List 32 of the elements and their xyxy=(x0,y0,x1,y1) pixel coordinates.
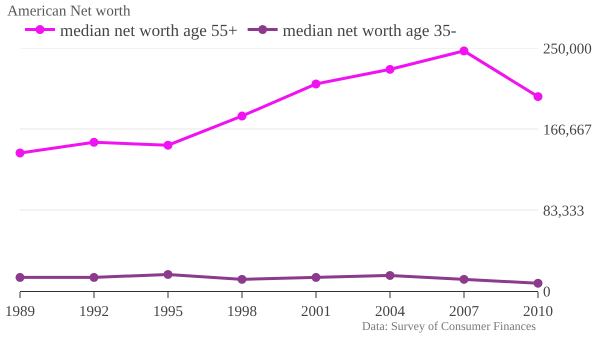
point xyxy=(312,272,320,282)
point xyxy=(164,270,172,279)
y-tick-label: 83,333 xyxy=(543,203,584,220)
x-tick-label: 1992 xyxy=(79,304,109,320)
y-tick-label: 250,000 xyxy=(543,41,592,58)
x-tick-label: 1989 xyxy=(5,304,35,320)
point xyxy=(312,79,320,88)
point xyxy=(90,272,98,282)
x-tick-label: 1995 xyxy=(153,304,183,320)
point xyxy=(386,64,394,74)
x-tick-label: 2001 xyxy=(301,304,331,320)
point xyxy=(238,112,246,121)
text: Data: Survey of Consumer Finances xyxy=(362,319,536,333)
point xyxy=(460,46,468,56)
chart-title: American Net worth xyxy=(7,4,131,20)
legend-label: median net worth age 55+ xyxy=(60,21,238,40)
x-tick-label: 2004 xyxy=(375,304,406,320)
point xyxy=(238,274,246,284)
point xyxy=(16,272,24,282)
legend-label: median net worth age 35- xyxy=(282,21,457,40)
point xyxy=(386,270,394,280)
point xyxy=(90,138,98,147)
x-tick-label: 2010 xyxy=(523,304,553,320)
point xyxy=(534,278,542,288)
y-tick-label: 0 xyxy=(543,284,550,300)
x-tick-label: 2007 xyxy=(449,304,480,320)
point xyxy=(164,140,172,150)
point xyxy=(16,148,24,158)
x-tick-label: 1998 xyxy=(227,304,257,320)
point xyxy=(534,92,542,102)
y-tick-label: 166,667 xyxy=(543,122,592,138)
point xyxy=(460,274,468,284)
